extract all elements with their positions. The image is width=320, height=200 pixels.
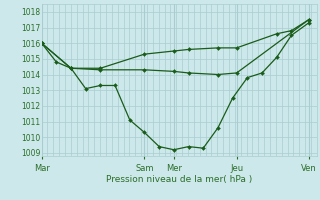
X-axis label: Pression niveau de la mer( hPa ): Pression niveau de la mer( hPa ): [106, 175, 252, 184]
